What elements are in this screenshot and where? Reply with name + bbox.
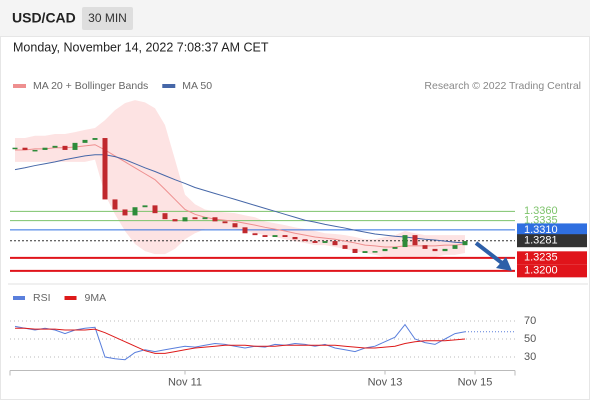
candle — [252, 233, 258, 236]
candle — [92, 138, 98, 140]
candle — [42, 147, 48, 150]
legend-swatch — [13, 296, 25, 300]
candle — [112, 199, 118, 210]
candle — [262, 235, 268, 237]
candle — [202, 217, 208, 220]
indicator-line — [15, 327, 466, 354]
candle — [172, 219, 178, 222]
arrow-shaft — [474, 241, 504, 265]
candle — [192, 217, 198, 220]
candle — [132, 207, 138, 216]
candle — [82, 139, 88, 143]
candle — [302, 239, 308, 242]
candle — [222, 221, 228, 224]
candle — [432, 248, 438, 252]
level-label-box — [517, 234, 587, 248]
candle — [362, 251, 368, 253]
y-tick-label: 30 — [524, 351, 536, 363]
candle — [12, 147, 18, 150]
candle — [62, 145, 68, 150]
timestamp: Monday, November 14, 2022 7:08:37 AM CET — [13, 40, 269, 54]
level-label: 1.3235 — [524, 252, 558, 264]
level-label: 1.3281 — [524, 235, 558, 247]
arrow-head — [496, 257, 512, 271]
candle — [242, 227, 248, 234]
candle — [392, 247, 398, 249]
candle — [442, 248, 448, 252]
forecast-arrow — [474, 241, 512, 271]
candle — [102, 138, 108, 200]
moving-average — [15, 144, 466, 248]
candle — [32, 149, 38, 152]
candle — [382, 248, 388, 252]
candle — [182, 217, 188, 222]
x-tick-label: Nov 11 — [168, 376, 202, 388]
candle — [342, 245, 348, 249]
interval-button[interactable] — [82, 7, 133, 30]
legend-label: MA 50 — [182, 80, 212, 92]
legend-swatch — [162, 84, 176, 88]
copyright: Research © 2022 Trading Central — [424, 80, 581, 92]
candle — [412, 235, 418, 246]
candle — [22, 147, 28, 150]
candle — [232, 223, 238, 228]
candle — [462, 241, 468, 246]
legend-label: RSI — [33, 292, 51, 304]
candle — [152, 205, 158, 214]
symbol: USD/CAD — [12, 10, 76, 26]
indicator-line — [14, 323, 466, 361]
y-tick-label: 50 — [524, 333, 536, 345]
candle — [72, 142, 78, 150]
legend-label: 9MA — [85, 292, 107, 304]
y-tick-label: 70 — [524, 315, 536, 327]
candle — [292, 236, 298, 240]
candle — [52, 145, 58, 148]
candle — [142, 205, 148, 208]
legend-swatch — [64, 296, 77, 300]
candle — [282, 235, 288, 237]
level-label: 1.3310 — [524, 224, 558, 236]
candle — [322, 241, 328, 243]
legend-label: MA 20 + Bollinger Bands — [33, 80, 148, 92]
candle — [422, 245, 428, 249]
level-label-box — [517, 251, 587, 265]
candle — [312, 241, 318, 243]
x-tick-label: Nov 13 — [368, 376, 403, 388]
bollinger-band — [15, 100, 465, 259]
candle — [352, 248, 358, 253]
candle — [212, 217, 218, 222]
candle — [402, 235, 408, 248]
level-label: 1.3200 — [524, 265, 558, 277]
candle — [272, 235, 278, 237]
candle — [372, 251, 378, 253]
candle — [452, 245, 458, 249]
level-label-box — [517, 264, 587, 278]
candle — [122, 209, 128, 216]
x-tick-label: Nov 15 — [458, 376, 493, 388]
interval-label[interactable]: 30 MIN — [88, 11, 127, 25]
level-label-box — [517, 223, 587, 237]
candle — [332, 241, 338, 246]
level-label: 1.3360 — [524, 205, 558, 217]
candle — [162, 213, 168, 220]
legend-swatch — [13, 84, 26, 88]
moving-average — [14, 154, 466, 244]
